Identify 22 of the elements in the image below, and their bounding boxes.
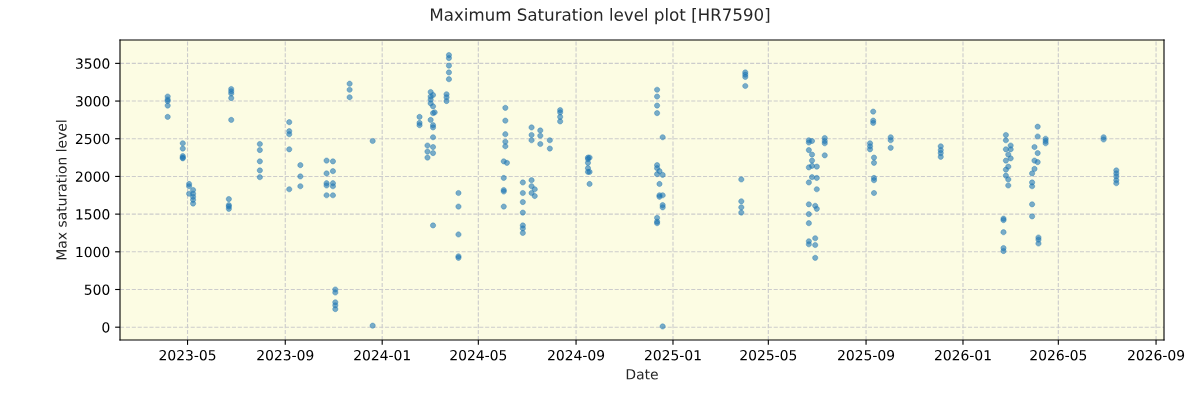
x-tick-label: 2025-01 — [644, 349, 701, 361]
y-tick-label: 2000 — [75, 171, 110, 182]
x-axis-title: Date — [626, 369, 658, 380]
x-tick-label: 2025-09 — [838, 349, 895, 361]
x-tick-label: 2024-09 — [548, 349, 605, 361]
y-tick-label: 3500 — [75, 58, 110, 69]
x-tick-label: 2023-05 — [159, 349, 216, 361]
x-tick-label: 2026-01 — [934, 349, 991, 361]
y-tick-label: 2500 — [75, 133, 110, 145]
x-tick-label: 2023-09 — [257, 349, 314, 361]
y-tick-label: 500 — [84, 284, 110, 295]
y-axis-title: Max saturation level — [55, 120, 67, 260]
y-tick-label: 3000 — [75, 96, 110, 107]
y-tick-label: 1000 — [76, 246, 110, 258]
x-tick-label: 2026-05 — [1030, 349, 1087, 361]
chart-title: Maximum Saturation level plot [HR7590] — [430, 8, 770, 25]
x-tick-label: 2026-09 — [1128, 349, 1185, 361]
x-tick-label: 2024-05 — [450, 349, 507, 361]
y-tick-label: 0 — [102, 322, 110, 333]
x-tick-label: 2024-01 — [354, 349, 410, 361]
x-tick-label: 2025-05 — [740, 349, 797, 361]
y-tick-label: 1500 — [76, 209, 110, 220]
